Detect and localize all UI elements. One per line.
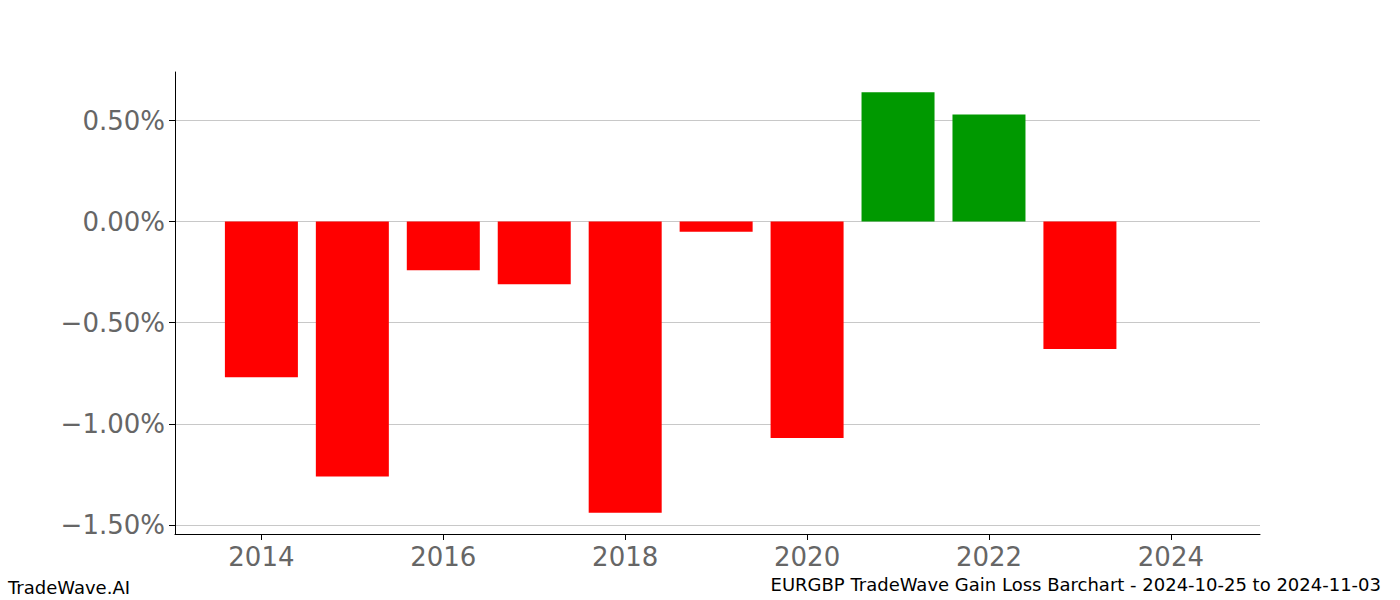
svg-text:0.50%: 0.50% (82, 106, 165, 136)
svg-text:−1.50%: −1.50% (61, 510, 165, 540)
svg-text:2022: 2022 (956, 542, 1022, 572)
svg-text:2018: 2018 (592, 542, 658, 572)
svg-text:TradeWave.AI: TradeWave.AI (7, 577, 130, 598)
svg-text:2014: 2014 (228, 542, 294, 572)
svg-text:2024: 2024 (1138, 542, 1204, 572)
svg-text:EURGBP TradeWave Gain Loss Bar: EURGBP TradeWave Gain Loss Barchart - 20… (771, 574, 1382, 595)
svg-text:−0.50%: −0.50% (61, 308, 165, 338)
svg-text:−1.00%: −1.00% (61, 409, 165, 439)
svg-text:2020: 2020 (774, 542, 840, 572)
svg-text:2016: 2016 (410, 542, 476, 572)
svg-text:0.00%: 0.00% (82, 207, 165, 237)
